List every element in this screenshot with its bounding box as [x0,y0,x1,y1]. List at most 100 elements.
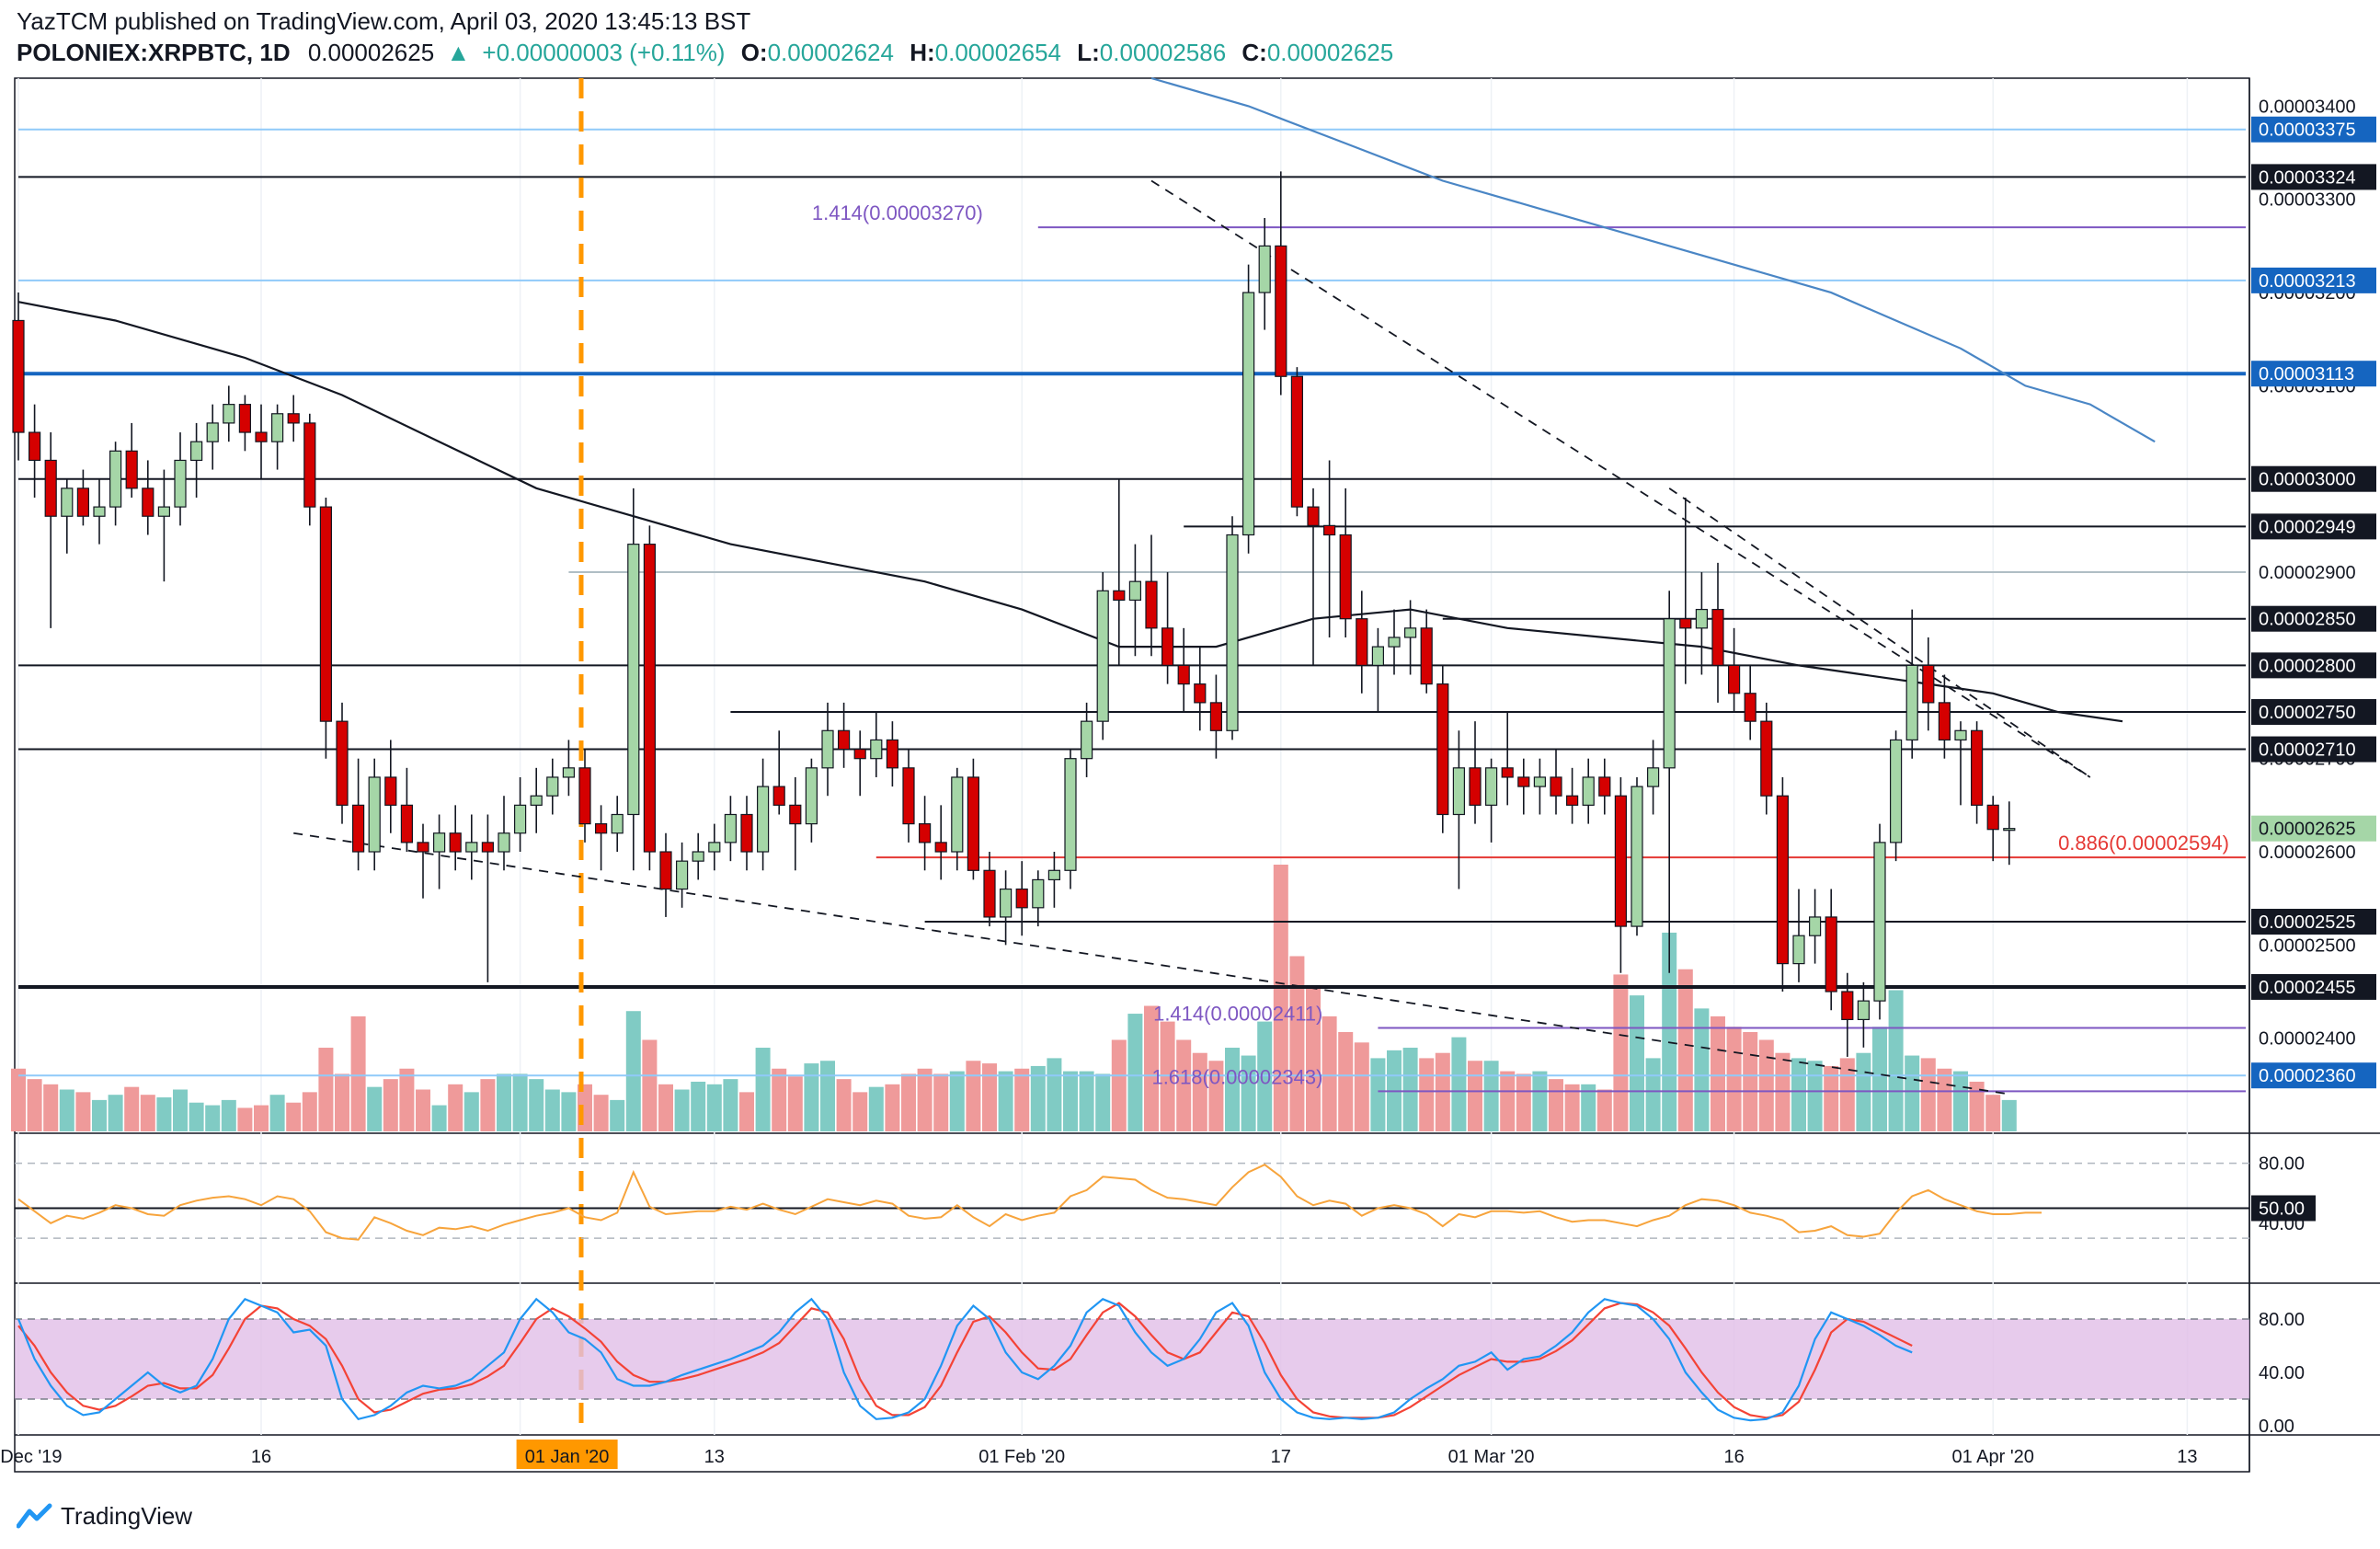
volume-bar [92,1099,107,1131]
candle-bear [772,786,785,806]
candle-bear [934,842,947,853]
candle-bear [1986,804,1999,831]
candle-bear [1469,767,1482,806]
candle-bear [1825,916,1837,993]
volume-bar [1662,932,1677,1131]
x-tick: 16 [251,1447,271,1467]
candle-bear [1113,590,1126,602]
high-label: H: [910,39,935,66]
volume-bar [1402,1048,1418,1131]
candle-bear [1177,664,1190,685]
volume-bar [901,1073,916,1131]
volume-bar [1581,1084,1596,1131]
price-tick: 0.00003400 [2259,97,2356,117]
volume-bar [383,1079,398,1131]
candle-bull [1631,786,1643,927]
volume-bar [1160,1021,1175,1131]
volume-bar [610,1099,625,1131]
price-label: 0.00002455 [2259,978,2356,998]
candle-bull [1096,590,1109,722]
volume-bar [1596,1089,1612,1131]
stoch-k-line [17,1297,1913,1422]
candle-bear [303,422,316,508]
volume-bar [998,1071,1013,1131]
x-tick: 17 [1271,1447,1291,1467]
candle-bull [1905,664,1918,741]
candle-bull [498,832,510,853]
candle-bear [417,842,429,853]
volume-bar [836,1079,852,1131]
volume-bar [1273,865,1288,1131]
volume-bar [529,1079,544,1131]
volume-bar [286,1102,302,1131]
price-label: 0.00002900 [2259,563,2356,583]
publisher-line: YazTCM published on TradingView.com, Apr… [17,7,751,35]
trend-line [1668,488,2091,778]
close-value: 0.00002625 [1266,39,1394,66]
volume-bar [1985,1095,2001,1131]
price-tick: 0.00002400 [2259,1029,2356,1050]
candle-bull [1403,627,1417,638]
tradingview-footer[interactable]: TradingView [17,1497,192,1534]
symbol-label[interactable]: POLONIEX:XRPBTC, 1D [17,39,291,66]
candle-bear [255,431,268,442]
volume-bar [917,1068,933,1131]
volume-bar [1047,1058,1062,1131]
volume-bar [1677,969,1693,1131]
candle-bull [530,795,543,806]
candle-bull [1873,842,1886,1002]
candle-bull [1890,739,1903,843]
x-tick: 01 Jan '20 [525,1447,610,1467]
volume-bar [1095,1073,1111,1131]
candle-bull [513,804,527,834]
price-label-box [2251,909,2376,935]
volume-bar [1289,956,1305,1131]
candle-bull [61,488,74,517]
volume-bar [723,1079,738,1131]
stoch-tick: 40.00 [2259,1363,2305,1383]
volume-bar [1824,1065,1839,1131]
volume-bar [1839,1058,1855,1131]
candle-bull [206,422,219,442]
volume-bar [982,1063,997,1131]
volume-bar [480,1079,496,1131]
fib-label: 0.886(0.00002594) [2058,832,2229,855]
candle-bull [1808,916,1822,936]
volume-bar [11,1068,26,1131]
candle-bull [1484,767,1498,806]
candle-bear [1015,888,1028,909]
volume-bar [820,1061,835,1131]
volume-bar [1920,1058,1936,1131]
price-label: 0.00003324 [2259,167,2356,188]
close-label: C: [1241,39,1267,66]
price-tick: 0.00003300 [2259,190,2356,211]
volume-bar [463,1092,479,1131]
volume-bar [1483,1061,1499,1131]
price-label: 0.00002360 [2259,1066,2356,1086]
price-label-box [2251,164,2376,190]
volume-bar [1144,1005,1159,1131]
high-value: 0.00002654 [934,39,1062,66]
chart-header: YazTCM published on TradingView.com, Apr… [0,0,2380,74]
volume-bar [674,1089,690,1131]
volume-bar [966,1061,981,1131]
candle-bull [174,459,187,508]
volume-bar [124,1086,140,1131]
candle-bear [1841,991,1854,1021]
volume-bar [1370,1058,1386,1131]
volume-bar [658,1084,673,1131]
volume-bar [43,1084,59,1131]
volume-bar [512,1073,528,1131]
candle-bear [1322,524,1336,536]
candle-bull [1371,646,1385,666]
candle-bull [1857,1000,1871,1021]
chart-frame [14,77,2250,1473]
candle-bull [675,860,689,890]
candle-bear [1711,608,1724,666]
volume-bar [1322,1015,1337,1131]
volume-bar [1969,1081,1985,1131]
candle-bull [1258,245,1271,293]
candle-bear [1565,795,1579,806]
candle-bull [433,832,446,853]
